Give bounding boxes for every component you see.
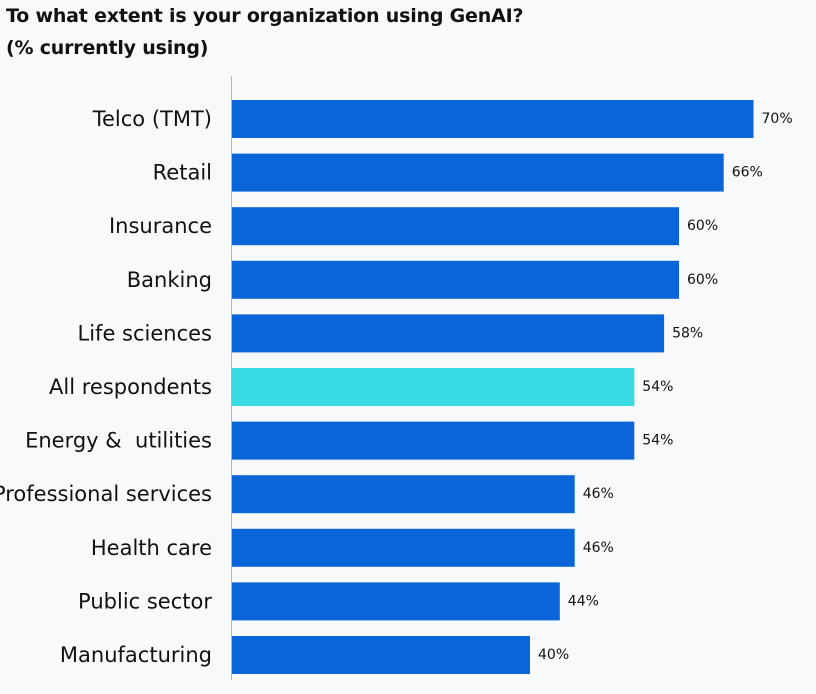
bar-telco-tmt: [232, 100, 754, 138]
value-label-professional-services: 46%: [583, 486, 614, 502]
value-label-life-sciences: 58%: [672, 325, 703, 341]
value-label-public-sector: 44%: [568, 593, 599, 609]
bar-health-care: [232, 528, 575, 567]
bar-energy-utilities: [232, 421, 635, 460]
page-subtitle: (% currently using): [6, 37, 209, 59]
bar-insurance: [232, 207, 679, 246]
value-label-manufacturing: 40%: [538, 647, 569, 663]
bars-group: Telco (TMT) 70% Retail 66% Insurance 60% Banki…: [0, 100, 793, 674]
bar-professional-services: [232, 475, 575, 514]
category-label-insurance: Insurance: [109, 214, 212, 238]
bar-manufacturing: [232, 636, 530, 674]
value-label-health-care: 46%: [583, 540, 614, 556]
value-label-all-respondents: 54%: [642, 379, 673, 395]
page-title: To what extent is your organization usin…: [6, 5, 524, 27]
category-label-manufacturing: Manufacturing: [60, 643, 212, 667]
bar-banking: [232, 260, 679, 299]
bar-all-respondents: [232, 368, 635, 406]
category-label-public-sector: Public sector: [78, 589, 212, 613]
category-label-retail: Retail: [153, 161, 212, 185]
value-label-retail: 66%: [732, 165, 763, 181]
value-label-energy-utilities: 54%: [642, 433, 673, 449]
value-label-insurance: 60%: [687, 218, 718, 234]
bar-life-sciences: [232, 314, 665, 353]
category-label-all-respondents: All respondents: [49, 375, 212, 399]
category-label-banking: Banking: [127, 268, 212, 292]
category-label-life-sciences: Life sciences: [78, 321, 212, 345]
category-label-professional-services: Professional services: [0, 482, 212, 506]
bar-retail: [232, 153, 724, 192]
category-label-health-care: Health care: [91, 536, 212, 560]
bar-public-sector: [232, 582, 560, 621]
category-label-energy-utilities: Energy & utilities: [25, 429, 212, 453]
category-label-telco-tmt: Telco (TMT): [92, 107, 212, 131]
value-label-telco-tmt: 70%: [762, 111, 793, 127]
value-label-banking: 60%: [687, 272, 718, 288]
